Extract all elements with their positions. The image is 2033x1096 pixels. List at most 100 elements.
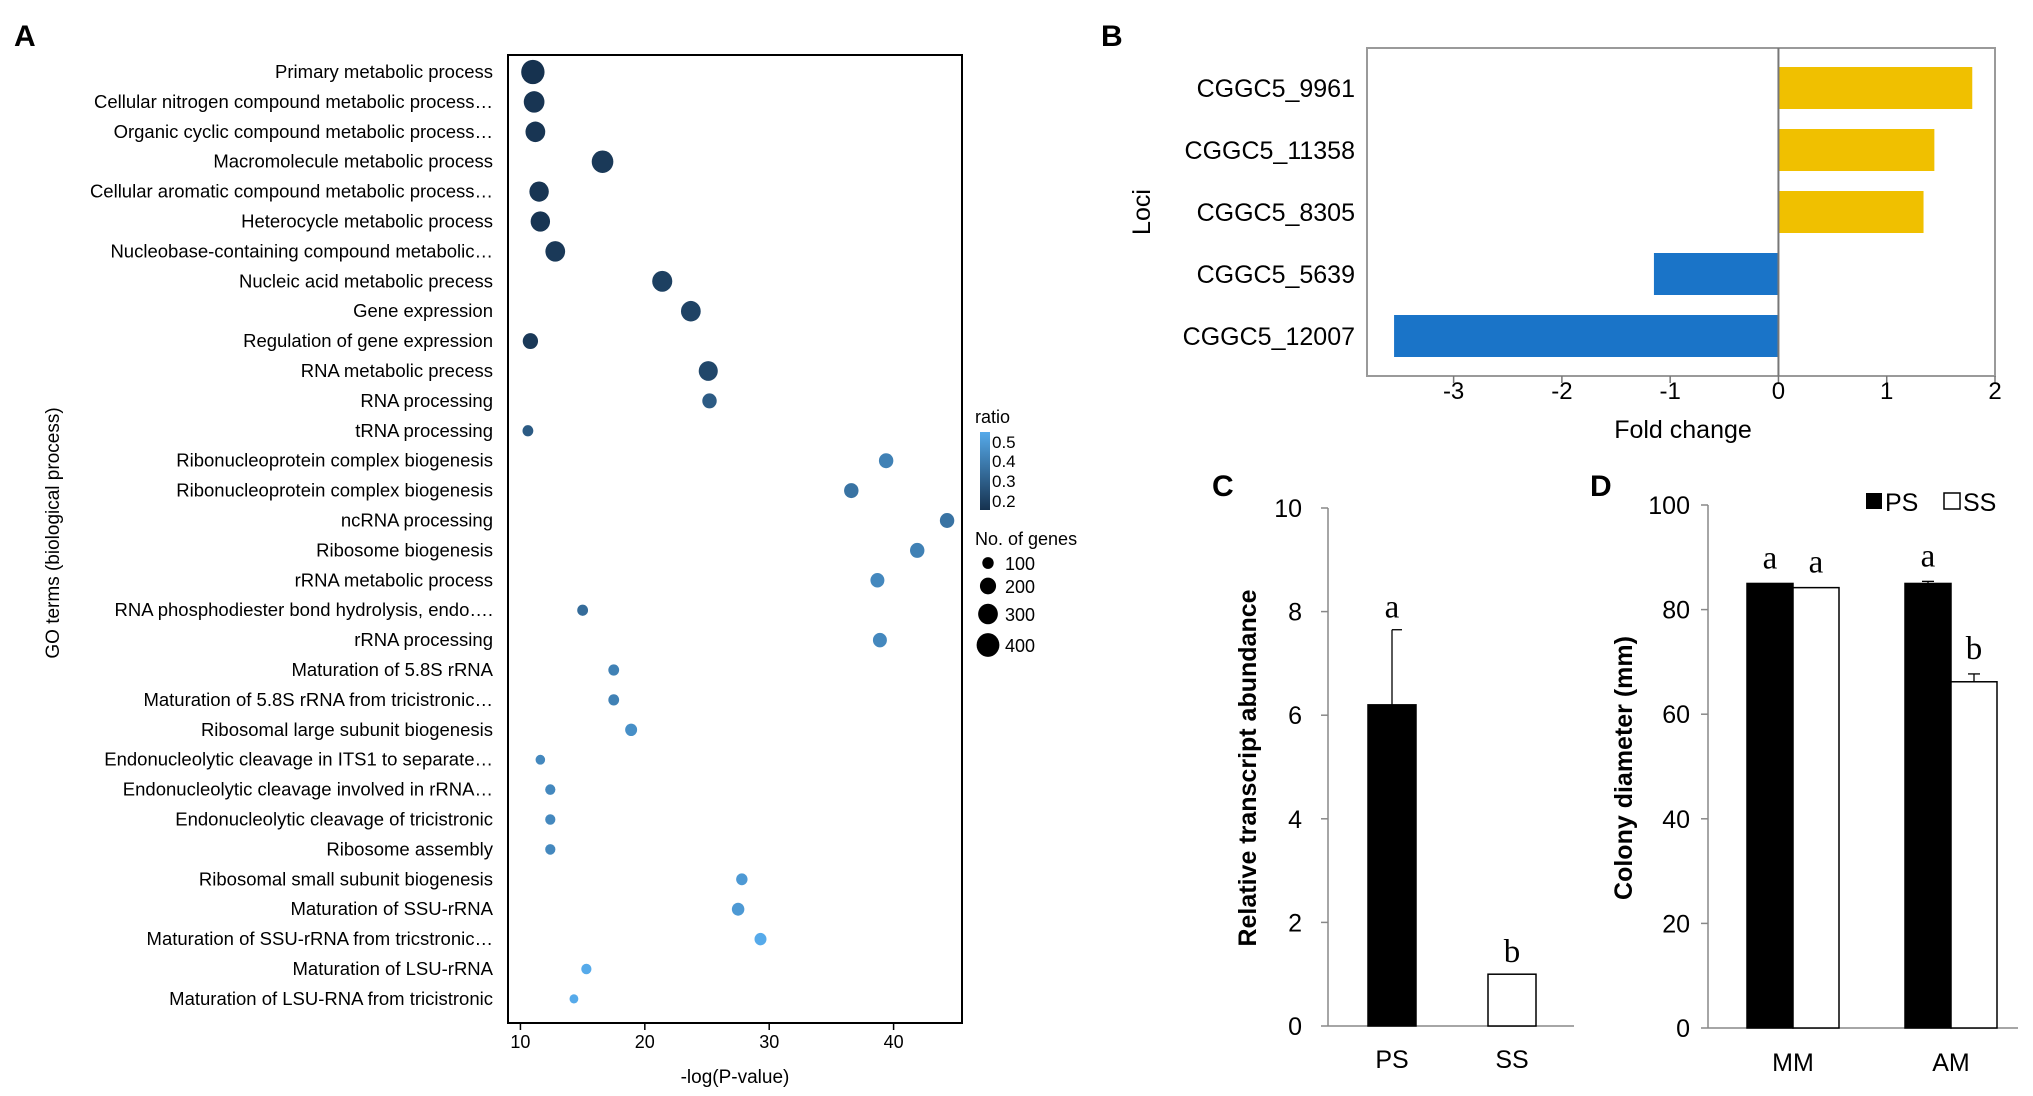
dot <box>530 211 551 232</box>
y-tick-label-d: 60 <box>1662 701 1690 729</box>
dot <box>910 542 925 558</box>
x-tick-label-b: 2 <box>1988 378 2001 405</box>
significance-letter: a <box>1385 590 1400 626</box>
size-legend-dot <box>978 603 998 625</box>
dot <box>754 932 767 946</box>
bars-c: a PS b SS <box>1367 590 1537 1074</box>
term-label: Regulation of gene expression <box>243 330 493 351</box>
term-label: ncRNA processing <box>341 510 493 531</box>
dot <box>680 300 701 322</box>
bar <box>1904 582 1952 1029</box>
term-label: Ribonucleoprotein complex biogenesis <box>176 450 493 471</box>
x-tick-label-b: 1 <box>1880 378 1893 405</box>
bar <box>1487 973 1537 1027</box>
x-axis-b: -3 -2 -1 0 1 2 <box>1443 376 2002 405</box>
bar <box>1778 67 1973 109</box>
dot <box>652 270 673 292</box>
axes-d: 0 20 40 60 80 100 <box>1648 492 2018 1043</box>
dot <box>529 181 549 202</box>
dot <box>702 393 717 409</box>
x-tick-label-a: 40 <box>884 1032 904 1052</box>
y-axis-label-b: Loci <box>1128 189 1156 235</box>
dot <box>522 333 539 350</box>
bar <box>1792 586 1840 1029</box>
bar <box>1394 315 1779 357</box>
x-tick-label-c: SS <box>1495 1046 1528 1074</box>
term-label: Nucleic acid metabolic precess <box>239 270 493 291</box>
x-axis-a: 10 20 30 40 <box>510 1023 904 1052</box>
term-label: Ribosomal small subunit biogenesis <box>199 868 493 889</box>
term-label: RNA processing <box>360 390 493 411</box>
dot <box>878 453 894 469</box>
x-tick-label-b: -2 <box>1551 378 1572 405</box>
term-label: Ribosome biogenesis <box>316 539 493 560</box>
term-label: Maturation of LSU-rRNA <box>293 958 494 979</box>
dot <box>844 483 859 499</box>
size-legend-dot <box>982 557 994 569</box>
size-legend-dot <box>979 577 997 595</box>
term-label: RNA metabolic precess <box>301 360 493 381</box>
size-legend-label: 200 <box>1005 577 1035 597</box>
plot-frame-b <box>1366 47 1996 377</box>
y-tick-label-d: 40 <box>1662 806 1690 834</box>
term-label: Maturation of 5.8S rRNA from tricistroni… <box>143 689 493 710</box>
panel-a: A 10 20 30 40 -log(P-value) GO terms (biolo… <box>14 20 1077 1088</box>
term-label: Cellular aromatic compound metabolic pro… <box>90 181 493 202</box>
ratio-tick: 0.4 <box>992 452 1016 471</box>
term-label: Maturation of 5.8S rRNA <box>291 659 493 680</box>
term-label: Macromolecule metabolic process <box>213 151 493 172</box>
y-tick-label-c: 8 <box>1288 599 1302 627</box>
dot <box>591 150 614 173</box>
dot <box>535 754 546 765</box>
significance-letter: a <box>1763 540 1778 576</box>
dot <box>525 121 546 143</box>
term-label: Gene expression <box>353 300 493 321</box>
dot <box>581 963 592 975</box>
dot <box>608 664 620 676</box>
term-label: rRNA processing <box>354 629 493 650</box>
legend-swatch-ss <box>1943 492 1961 510</box>
term-label: Heterocycle metabolic process <box>241 211 493 232</box>
dot <box>522 425 534 437</box>
axes-c: 0 2 4 6 8 10 <box>1274 495 1574 1041</box>
bar <box>1653 253 1779 295</box>
ratio-legend-title: ratio <box>975 407 1010 427</box>
dot <box>545 814 556 825</box>
bar <box>1950 681 1998 1029</box>
x-tick-label-b: -3 <box>1443 378 1464 405</box>
bar <box>1778 129 1935 171</box>
term-label: tRNA processing <box>355 420 493 441</box>
term-label: Cellular nitrogen compound metabolic pro… <box>94 91 493 112</box>
panel-b: B -3 -2 -1 0 1 2 CGGC5_9961 CGGC5_11358 CGGC5_8… <box>1101 20 2002 444</box>
category-label: CGGC5_8305 <box>1197 199 1355 227</box>
x-axis-label-b: Fold change <box>1614 416 1752 444</box>
x-tick-label-a: 10 <box>510 1032 530 1052</box>
term-label: Ribonucleoprotein complex biogenesis <box>176 480 493 501</box>
term-label: Maturation of SSU-rRNA from tricstronic… <box>147 928 493 949</box>
category-label: CGGC5_12007 <box>1183 323 1355 351</box>
dot <box>569 994 579 1004</box>
panel-c: C 0 2 4 6 8 10 a PS b SS Relative transcript abu… <box>1212 470 1574 1074</box>
size-legend-label: 300 <box>1005 605 1035 625</box>
dot <box>736 873 748 886</box>
bar <box>1778 191 1924 233</box>
y-axis-label-d: Colony diameter (mm) <box>1610 636 1638 900</box>
dot <box>872 632 887 648</box>
x-tick-label-d: AM <box>1932 1049 1970 1077</box>
category-label: CGGC5_9961 <box>1197 75 1355 103</box>
dot <box>625 723 638 737</box>
x-tick-label-a: 30 <box>759 1032 779 1052</box>
dots-a <box>521 59 955 1004</box>
size-legend-label: 100 <box>1005 554 1035 574</box>
category-label: CGGC5_11358 <box>1185 137 1355 165</box>
y-tick-label-d: 100 <box>1648 492 1690 520</box>
legend-d: PS SS <box>1866 489 1996 517</box>
panel-label-c: C <box>1212 470 1234 503</box>
y-tick-label-c: 2 <box>1288 909 1302 937</box>
significance-letter: b <box>1504 934 1521 970</box>
dot <box>577 604 589 616</box>
dot <box>870 573 885 588</box>
